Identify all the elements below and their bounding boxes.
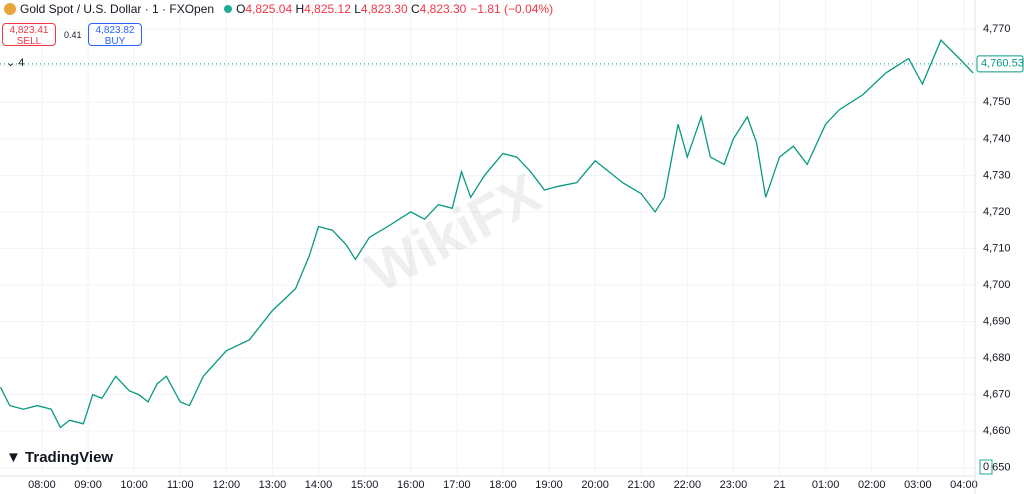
- y-tick-label: 4,710: [983, 242, 1011, 254]
- x-tick-label: 02:00: [858, 479, 886, 491]
- x-tick-label: 17:00: [443, 479, 471, 491]
- spread: 0.41: [64, 30, 82, 40]
- sell-price: 4,823.41: [9, 25, 49, 36]
- sell-label: SELL: [16, 36, 42, 47]
- market-status: [224, 5, 233, 13]
- x-tick-label: 01:00: [812, 479, 840, 491]
- sell-button[interactable]: 4,823.41 SELL: [2, 23, 56, 47]
- x-tick-label: 10:00: [120, 479, 148, 491]
- y-tick-label: 4,770: [983, 23, 1011, 35]
- x-tick-label: 21:00: [627, 479, 655, 491]
- indicator-count: 4: [18, 57, 25, 69]
- buy-button[interactable]: 4,823.82 BUY: [88, 23, 142, 47]
- x-tick-label: 11:00: [167, 479, 194, 491]
- y-tick-label: 4,700: [983, 279, 1011, 291]
- x-tick-label: 13:00: [259, 479, 287, 491]
- volume-axis-label: 0: [983, 461, 989, 473]
- buy-label: BUY: [104, 36, 126, 47]
- symbol-icon: [4, 3, 16, 15]
- x-tick-label: 21: [773, 479, 785, 491]
- symbol-header: Gold Spot / U.S. Dollar · 1 · FXOpen O4,…: [4, 2, 553, 16]
- y-tick-label: 4,730: [983, 169, 1011, 181]
- last-price-label: 4,760.53: [981, 58, 1024, 70]
- logo: ▼ TradingView: [6, 449, 114, 466]
- buy-price: 4,823.82: [95, 25, 135, 36]
- ohlc-label: C: [410, 2, 420, 16]
- x-tick-label: 22:00: [674, 479, 702, 491]
- y-tick-label: 4,720: [983, 206, 1011, 218]
- x-tick-label: 04:00: [950, 479, 978, 491]
- change: −1.81 (−0.04%): [470, 2, 554, 16]
- y-tick-label: 4,750: [983, 96, 1011, 108]
- x-tick-label: 19:00: [535, 479, 563, 491]
- x-tick-label: 16:00: [397, 479, 425, 491]
- x-tick-label: 20:00: [581, 479, 609, 491]
- x-tick-label: 03:00: [904, 479, 932, 491]
- y-tick-label: 4,740: [983, 133, 1011, 145]
- symbol-title[interactable]: Gold Spot / U.S. Dollar · 1 · FXOpen: [20, 2, 215, 16]
- y-tick-label: 4,670: [983, 389, 1011, 401]
- x-tick-label: 18:00: [489, 479, 517, 491]
- indicators-toggle[interactable]: ⌄ 4: [6, 57, 25, 69]
- logo-text: TradingView: [25, 449, 114, 466]
- y-tick-label: 4,680: [983, 352, 1011, 364]
- ohlc-label: H: [295, 2, 305, 16]
- y-tick-label: 4,690: [983, 315, 1011, 327]
- last-price-box: [976, 55, 1024, 73]
- x-tick-label: 12:00: [213, 479, 241, 491]
- price-line: [0, 39, 974, 429]
- ohlc-label: L: [354, 2, 361, 16]
- volume-axis-box: [979, 459, 993, 475]
- ohlc-value: 4,825.12: [304, 2, 351, 16]
- ohlc-value: 4,825.04: [245, 2, 293, 16]
- x-tick-label: 14:00: [305, 479, 333, 491]
- x-tick-label: 09:00: [74, 479, 102, 491]
- x-tick-label: 15:00: [351, 479, 379, 491]
- x-tick-label: 23:00: [720, 479, 748, 491]
- y-tick-label: 4,660: [983, 425, 1011, 437]
- ohlc: O4,825.04 H4,825.12 L4,823.30 C4,823.30: [236, 2, 466, 16]
- ohlc-label: O: [236, 2, 246, 16]
- ohlc-value: 4,823.30: [360, 2, 408, 16]
- x-tick-label: 08:00: [28, 479, 56, 491]
- ohlc-value: 4,823.30: [419, 2, 467, 16]
